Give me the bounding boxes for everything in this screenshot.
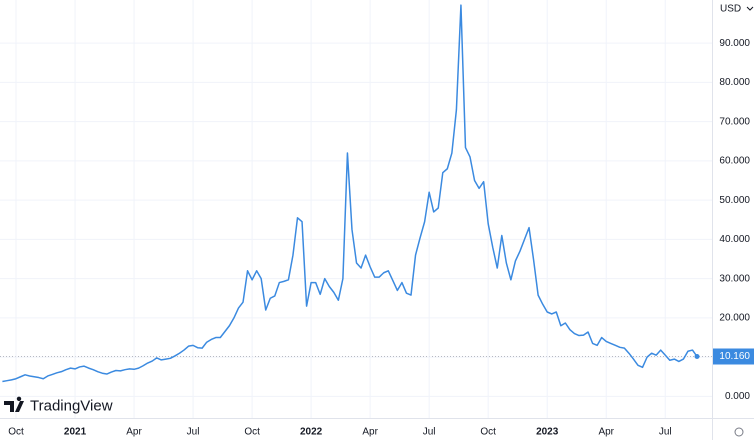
y-tick-label: 30.000: [719, 273, 750, 284]
last-price-box: [713, 348, 754, 365]
x-tick-label: 2021: [64, 427, 87, 438]
x-tick-label: Apr: [598, 427, 614, 438]
currency-label[interactable]: USD: [720, 4, 741, 15]
y-tick-label: 80.000: [719, 77, 750, 88]
x-tick-label: Jul: [423, 427, 436, 438]
logo-icon: [4, 396, 24, 412]
y-tick-label: 60.000: [719, 156, 750, 167]
x-tick-label: Jul: [659, 427, 672, 438]
x-tick-label: 2022: [300, 427, 323, 438]
x-tick-label: Apr: [126, 427, 142, 438]
settings-icon[interactable]: [734, 427, 744, 437]
x-tick-label: Jul: [187, 427, 200, 438]
x-tick-label: Oct: [8, 427, 24, 438]
y-tick-label: 50.000: [719, 195, 750, 206]
currency-chevron[interactable]: [746, 6, 754, 11]
logo: TradingView: [4, 396, 113, 414]
y-tick-label: 90.000: [719, 38, 750, 49]
price-line: [2, 4, 698, 383]
x-tick-label: Oct: [480, 427, 496, 438]
y-tick-label: 20.000: [719, 313, 750, 324]
y-tick-label: 40.000: [719, 234, 750, 245]
y-tick-label: 70.000: [719, 116, 750, 127]
y-tick-label: 0.000: [725, 391, 750, 402]
x-tick-label: Oct: [244, 427, 260, 438]
last-point: [694, 354, 700, 360]
logo-text: TradingView: [30, 397, 113, 414]
x-tick-label: Apr: [362, 427, 378, 438]
x-tick-label: 2023: [536, 427, 559, 438]
last-price-label: 10.160: [719, 351, 750, 362]
